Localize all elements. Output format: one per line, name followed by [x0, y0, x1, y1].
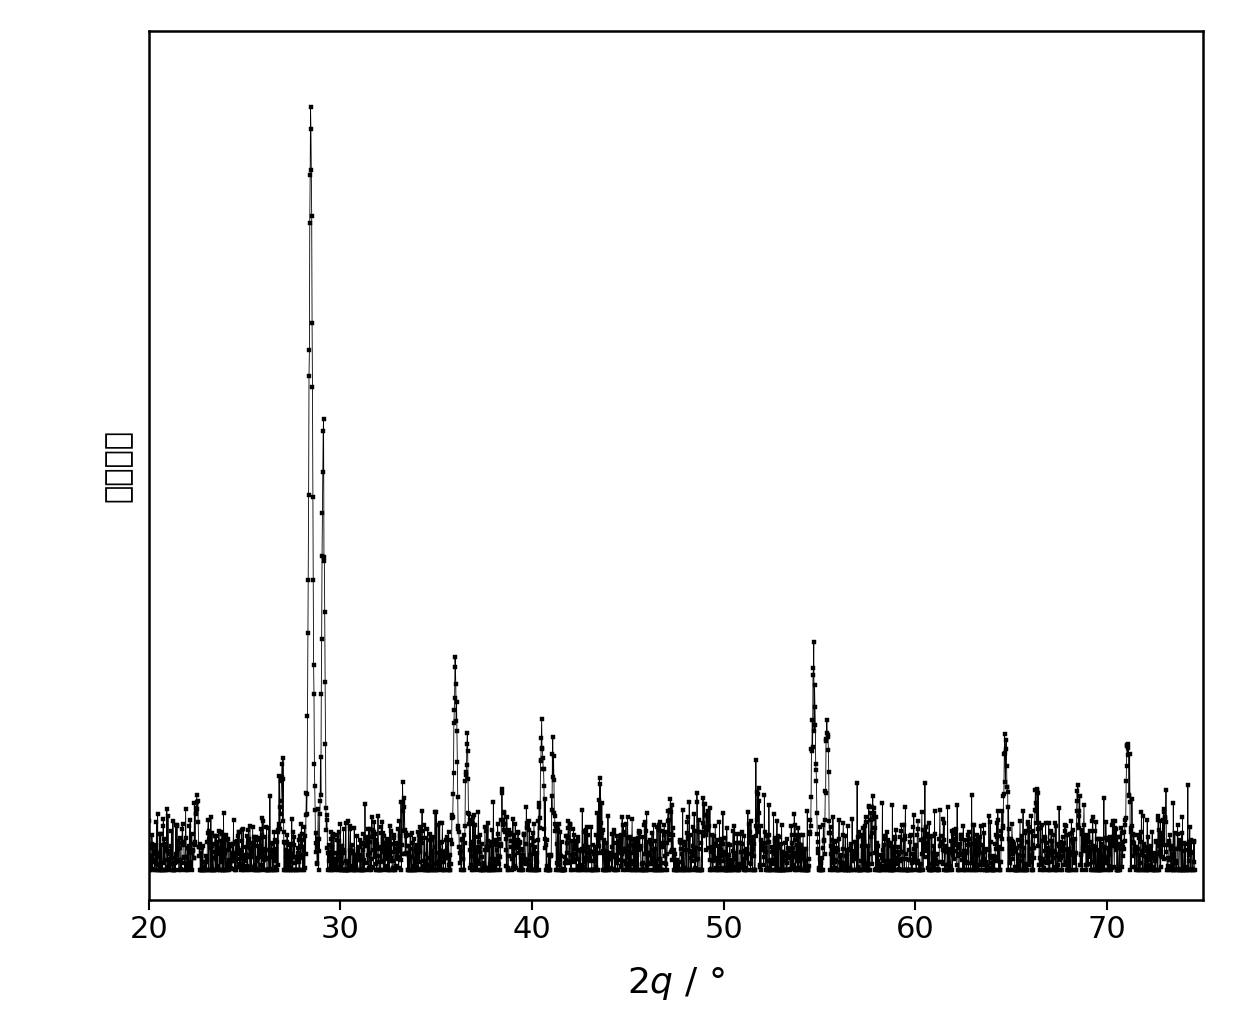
Y-axis label: 衍射强度: 衍射强度: [103, 429, 133, 502]
X-axis label: $2q$ / $\degree$: $2q$ / $\degree$: [627, 965, 724, 1002]
